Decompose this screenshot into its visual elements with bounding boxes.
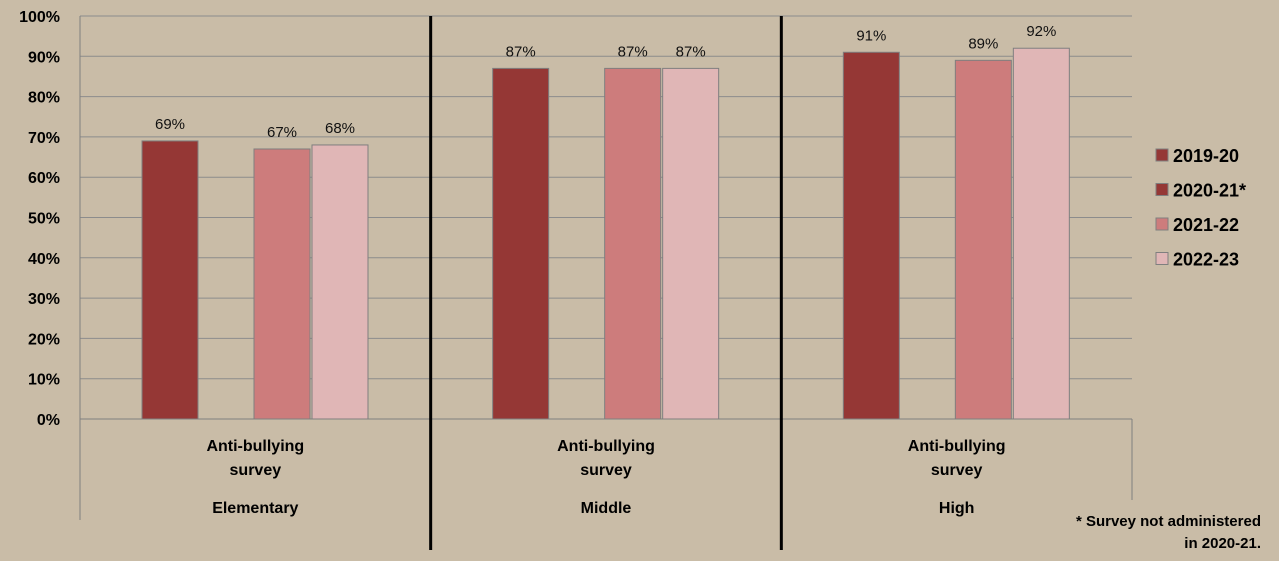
category-label: Anti-bullying survey [557, 438, 655, 479]
y-axis-ticks: 0% 10% 20% 30% 40% 50% 60% 70% 80% 90% 100% [19, 9, 60, 429]
legend-label: 2019-20 [1173, 146, 1239, 166]
y-tick-label: 20% [28, 331, 60, 348]
bars [141, 47, 1070, 420]
bar-2019-20-high [842, 51, 900, 420]
y-tick-label: 10% [28, 372, 60, 389]
data-label: 87% [618, 43, 648, 60]
legend-swatch [1155, 252, 1169, 265]
legend-label: 2020-21* [1173, 181, 1246, 201]
data-label: 87% [506, 43, 536, 60]
data-label: 92% [1026, 23, 1056, 40]
bar-2021-22-high [954, 59, 1012, 420]
data-label: 69% [155, 116, 185, 133]
legend: 2019-20 2020-21* 2021-22 2022-23 [1155, 146, 1246, 270]
legend-label: 2022-23 [1173, 250, 1239, 270]
bar-2021-22-elementary [253, 148, 311, 420]
y-tick-label: 50% [28, 211, 60, 228]
footnote: * Survey not administered in 2020-21. [1076, 513, 1261, 552]
y-tick-label: 70% [28, 130, 60, 147]
data-label: 89% [968, 35, 998, 52]
bar-2019-20-middle [492, 67, 550, 420]
legend-swatch [1155, 217, 1169, 231]
y-tick-label: 30% [28, 291, 60, 308]
legend-label: 2021-22 [1173, 215, 1239, 235]
legend-swatch [1155, 148, 1169, 162]
y-tick-label: 90% [28, 49, 60, 66]
group-label-elementary: Elementary [212, 500, 298, 517]
data-label: 67% [267, 124, 297, 141]
group-label-high: High [939, 500, 975, 517]
bar-2021-22-middle [604, 67, 662, 420]
data-labels: 69% 67% 68% 87% 87% 87% 91% 89% 92% [155, 23, 1056, 141]
y-tick-label: 60% [28, 170, 60, 187]
y-tick-label: 80% [28, 90, 60, 107]
category-labels: Anti-bullying survey Elementary Anti-bullyi… [206, 438, 1005, 517]
y-tick-label: 0% [37, 412, 60, 429]
y-tick-label: 40% [28, 251, 60, 268]
bar-2019-20-elementary [141, 140, 199, 420]
bar-2022-23-elementary [311, 144, 369, 420]
data-label: 91% [856, 27, 886, 44]
footnote-line-1: * Survey not administered [1076, 513, 1261, 530]
group-label-middle: Middle [581, 500, 632, 517]
axes [79, 16, 1133, 550]
y-tick-label: 100% [19, 9, 60, 26]
legend-swatch [1155, 183, 1169, 196]
bar-2022-23-high [1012, 47, 1070, 420]
category-label: Anti-bullying survey [908, 438, 1006, 479]
data-label: 68% [325, 120, 355, 137]
category-label: Anti-bullying survey [206, 438, 304, 479]
data-label: 87% [676, 43, 706, 60]
bar-2022-23-middle [662, 67, 720, 420]
footnote-line-2: in 2020-21. [1184, 535, 1261, 552]
